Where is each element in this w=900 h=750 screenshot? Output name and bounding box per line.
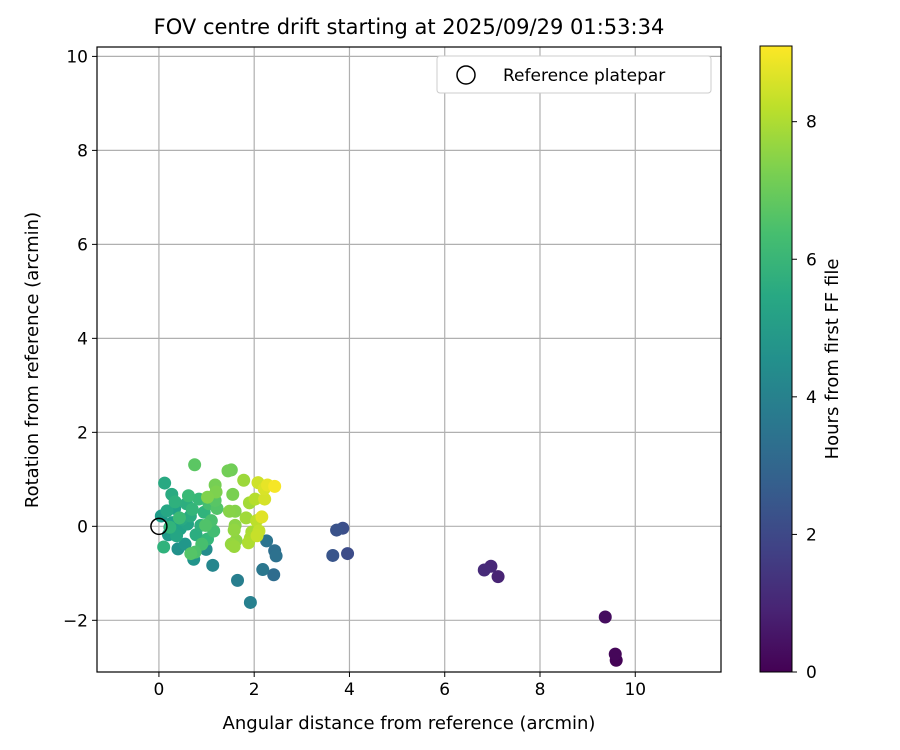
- grid: [97, 47, 721, 672]
- legend-box: [436, 55, 712, 94]
- data-point: [184, 547, 198, 561]
- data-point: [227, 523, 241, 537]
- data-point: [206, 558, 220, 572]
- colorbar-tick-label: 8: [806, 113, 817, 133]
- data-point: [258, 492, 272, 506]
- x-tick-label: 8: [535, 680, 546, 700]
- data-point: [267, 568, 281, 582]
- colorbar-gradient: [759, 45, 793, 673]
- data-point: [172, 511, 186, 525]
- y-axis-ticks: −2 0 2 4 6 8 10: [63, 47, 97, 631]
- x-tick-label: 10: [624, 680, 646, 700]
- data-point: [326, 548, 340, 562]
- data-point: [157, 540, 171, 554]
- data-point: [221, 464, 235, 478]
- x-tick-label: 2: [249, 680, 260, 700]
- data-point: [268, 479, 282, 493]
- data-point: [188, 458, 202, 472]
- y-tick-label: 0: [77, 517, 88, 537]
- legend: Reference platepar: [436, 55, 712, 94]
- y-tick-label: 10: [66, 47, 88, 67]
- data-point: [185, 502, 199, 516]
- data-point: [341, 547, 355, 561]
- data-point: [260, 534, 274, 548]
- data-point: [256, 563, 270, 577]
- colorbar-tick-label: 6: [806, 250, 817, 270]
- data-point: [239, 511, 253, 525]
- data-point: [199, 518, 213, 532]
- x-axis-label: Angular distance from reference (arcmin): [223, 713, 596, 734]
- x-tick-label: 6: [439, 680, 450, 700]
- data-point: [608, 647, 622, 661]
- data-point: [231, 573, 245, 587]
- data-point: [222, 504, 236, 518]
- colorbar-ticks: 0 2 4 6 8: [792, 113, 817, 683]
- legend-label: Reference platepar: [503, 66, 665, 86]
- y-tick-label: 8: [77, 141, 88, 161]
- colorbar-tick-label: 0: [806, 663, 817, 683]
- chart-title: FOV centre drift starting at 2025/09/29 …: [154, 15, 665, 39]
- data-point: [255, 510, 269, 524]
- legend-marker-icon: [456, 65, 476, 85]
- data-point: [226, 487, 240, 501]
- data-points: [154, 458, 623, 667]
- data-point: [269, 549, 283, 563]
- data-point: [250, 529, 264, 543]
- data-point: [158, 476, 172, 490]
- data-point: [243, 595, 257, 609]
- data-point: [330, 523, 344, 537]
- colorbar-tick-label: 2: [806, 525, 817, 545]
- x-tick-label: 4: [344, 680, 355, 700]
- colorbar-label: Hours from first FF file: [822, 259, 843, 460]
- plot-frame: [96, 46, 722, 673]
- data-point: [168, 495, 182, 509]
- x-axis-ticks: 0 2 4 6 8 10: [154, 672, 646, 700]
- data-point: [477, 563, 491, 577]
- data-point: [227, 540, 241, 554]
- data-point: [181, 489, 195, 503]
- data-point: [598, 610, 612, 624]
- y-tick-label: 4: [77, 329, 88, 349]
- colorbar: 0 2 4 6 8 Hours from first FF file: [759, 45, 843, 683]
- y-tick-label: 6: [77, 235, 88, 255]
- reference-platepar-marker: [150, 517, 168, 536]
- data-point: [201, 490, 215, 504]
- data-point: [237, 473, 251, 487]
- data-point: [178, 537, 192, 551]
- x-tick-label: 0: [154, 680, 165, 700]
- colorbar-tick-label: 4: [806, 388, 817, 408]
- data-point: [160, 504, 174, 518]
- data-point: [248, 492, 262, 506]
- y-tick-label: 2: [77, 423, 88, 443]
- data-point: [241, 536, 255, 550]
- data-point: [491, 570, 505, 584]
- y-axis-label: Rotation from reference (arcmin): [22, 212, 43, 508]
- y-tick-label: −2: [63, 611, 88, 631]
